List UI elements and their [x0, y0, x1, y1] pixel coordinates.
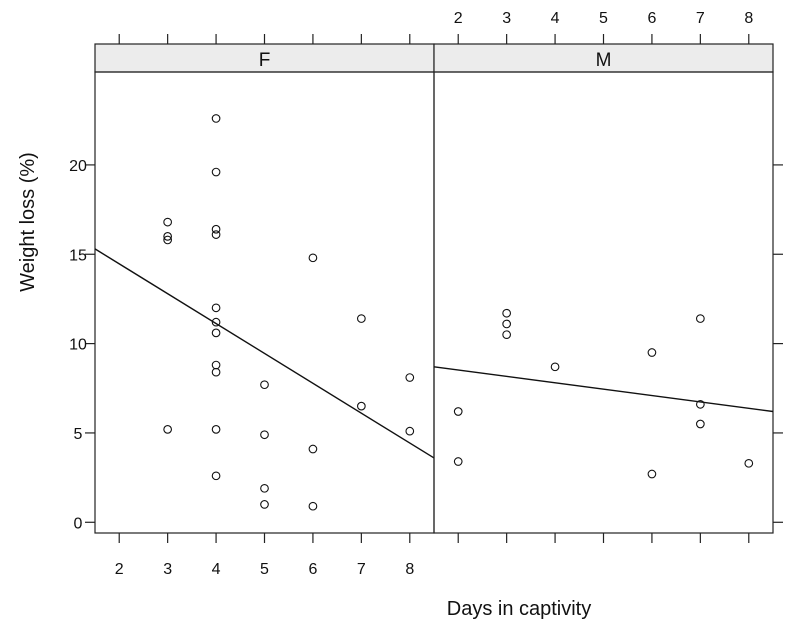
data-point — [163, 232, 172, 241]
data-point — [260, 483, 269, 493]
data-point — [211, 471, 221, 481]
data-point — [211, 328, 221, 338]
data-point — [647, 469, 657, 479]
x-axis-title: Days in captivity — [447, 598, 592, 620]
panel-1-strip — [94, 43, 435, 73]
data-point — [502, 330, 511, 340]
data-point — [453, 457, 463, 466]
data-point — [453, 407, 463, 416]
data-point — [211, 167, 221, 177]
panel-1: F 2 3 4 5 6 7 8 — [94, 34, 435, 578]
x-tick-label: 3 — [163, 561, 172, 578]
panel-1-frame — [94, 71, 435, 534]
data-point — [163, 235, 172, 245]
x-tick-label: 2 — [454, 10, 463, 27]
data-point — [696, 419, 705, 429]
data-point — [260, 500, 269, 509]
fit-line — [94, 248, 435, 459]
data-point — [502, 308, 511, 318]
y-tick-label: 15 — [69, 247, 87, 264]
y-tick-label: 0 — [74, 515, 83, 532]
data-point — [163, 425, 172, 434]
x-tick-label: 2 — [115, 561, 124, 578]
data-point — [405, 426, 415, 436]
data-point — [647, 348, 657, 357]
fit-line — [433, 366, 774, 413]
data-point — [163, 217, 172, 227]
x-tick-label: 4 — [212, 561, 221, 578]
x-tick-label: 8 — [744, 10, 753, 27]
x-tick-label: 5 — [260, 561, 269, 578]
data-point — [357, 314, 366, 323]
data-point — [211, 303, 221, 313]
data-point — [211, 425, 221, 434]
y-tick-label: 10 — [69, 337, 87, 354]
data-point — [308, 501, 318, 511]
x-tick-label: 6 — [647, 10, 656, 27]
data-point — [211, 367, 221, 377]
x-tick-label: 5 — [599, 10, 608, 27]
panel-2-frame — [433, 71, 774, 534]
data-point — [260, 430, 269, 440]
data-point — [744, 458, 754, 468]
data-point — [550, 362, 560, 372]
data-point — [308, 444, 318, 454]
x-tick-label: 3 — [502, 10, 511, 27]
data-point — [357, 401, 366, 411]
data-point — [211, 224, 221, 234]
data-point — [696, 314, 705, 323]
data-point — [211, 114, 221, 123]
data-point — [211, 230, 221, 239]
data-point — [405, 373, 415, 382]
x-tick-label: 7 — [357, 561, 366, 578]
data-point — [502, 319, 511, 329]
data-point — [308, 253, 318, 263]
y-axis-title: Weight loss (%) — [17, 152, 39, 292]
x-tick-label: 8 — [405, 561, 414, 578]
data-point — [696, 399, 705, 409]
panel-1-strip-label: F — [259, 50, 271, 71]
data-point — [260, 380, 269, 390]
panel-2-strip-label: M — [596, 50, 612, 71]
y-tick-label: 20 — [69, 158, 87, 175]
panel-2: M 2 3 4 5 6 7 8 — [433, 10, 774, 543]
y-tick-label: 5 — [74, 426, 83, 443]
x-tick-label: 7 — [696, 10, 705, 27]
data-point — [211, 317, 221, 327]
x-tick-label: 6 — [308, 561, 317, 578]
panel-2-strip — [433, 43, 774, 73]
data-point — [211, 360, 221, 370]
x-tick-label: 4 — [551, 10, 560, 27]
